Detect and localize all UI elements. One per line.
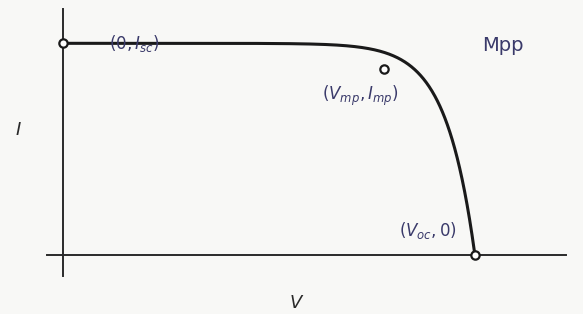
Text: Mpp: Mpp — [483, 36, 524, 55]
Text: V: V — [290, 294, 302, 312]
Text: $(0,I_{sc})$: $(0,I_{sc})$ — [109, 34, 159, 54]
Text: I: I — [16, 121, 21, 138]
Text: $(V_{mp}, I_{mp})$: $(V_{mp}, I_{mp})$ — [322, 84, 398, 108]
Text: $(V_{oc},0)$: $(V_{oc},0)$ — [399, 220, 458, 241]
